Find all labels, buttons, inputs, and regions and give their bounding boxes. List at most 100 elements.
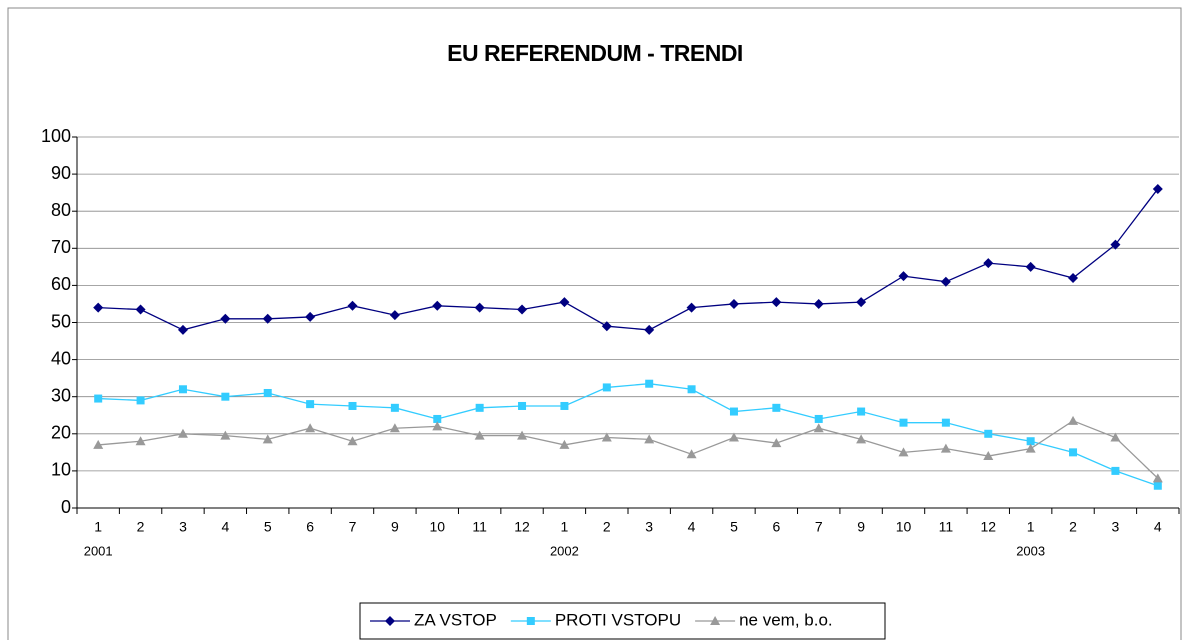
y-tick-label: 10 xyxy=(51,460,71,480)
data-point xyxy=(772,403,781,412)
data-point xyxy=(432,300,443,311)
x-tick-label: 2 xyxy=(603,519,611,535)
x-tick-label: 1 xyxy=(561,519,569,535)
data-point xyxy=(601,432,612,442)
data-point xyxy=(728,298,739,309)
data-point xyxy=(135,436,146,446)
y-tick-label: 80 xyxy=(51,200,71,220)
data-point xyxy=(899,418,908,427)
series-line xyxy=(98,383,1159,487)
legend-marker xyxy=(710,616,721,625)
data-point xyxy=(771,297,782,308)
x-group-label: 2003 xyxy=(1016,543,1045,558)
data-point xyxy=(983,451,994,461)
data-point xyxy=(433,414,442,423)
y-tick-label: 70 xyxy=(51,237,71,257)
data-point xyxy=(813,423,824,433)
x-tick-label: 4 xyxy=(1154,519,1162,535)
data-point xyxy=(305,311,316,322)
data-point xyxy=(984,429,993,438)
x-tick-label: 4 xyxy=(221,519,229,535)
data-point xyxy=(347,436,358,446)
x-tick-label: 2 xyxy=(137,519,145,535)
x-tick-label: 10 xyxy=(896,519,912,535)
data-point xyxy=(1152,183,1163,194)
data-point xyxy=(644,434,655,444)
data-point xyxy=(262,434,273,444)
data-point xyxy=(771,438,782,448)
legend-label: ZA VSTOP xyxy=(414,610,497,629)
x-tick-label: 6 xyxy=(306,519,314,535)
x-tick-label: 7 xyxy=(349,519,357,535)
data-point xyxy=(1110,432,1121,442)
data-point xyxy=(389,310,400,321)
data-point xyxy=(221,392,230,401)
data-point xyxy=(898,271,909,282)
data-point xyxy=(93,439,104,449)
data-point xyxy=(898,447,909,457)
data-point xyxy=(262,313,273,324)
legend-label: ne vem, b.o. xyxy=(739,610,833,629)
x-tick-label: 5 xyxy=(264,519,272,535)
data-point xyxy=(474,430,485,440)
series-line xyxy=(98,420,1159,479)
data-point xyxy=(1025,261,1036,272)
data-point xyxy=(94,394,103,403)
data-point xyxy=(729,407,738,416)
x-tick-label: 3 xyxy=(179,519,187,535)
x-tick-label: 7 xyxy=(815,519,823,535)
data-point xyxy=(177,324,188,335)
y-tick-label: 60 xyxy=(51,274,71,294)
chart-title: EU REFERENDUM - TRENDI xyxy=(447,40,743,66)
y-tick-label: 100 xyxy=(41,126,71,146)
data-point xyxy=(263,388,272,397)
data-point xyxy=(518,401,527,410)
data-point xyxy=(177,428,188,438)
data-point xyxy=(1152,473,1163,483)
data-point xyxy=(1068,272,1079,283)
y-tick-label: 0 xyxy=(61,497,71,517)
x-tick-label: 9 xyxy=(857,519,865,535)
data-point xyxy=(857,407,866,416)
x-tick-label: 1 xyxy=(94,519,102,535)
x-tick-label: 9 xyxy=(391,519,399,535)
x-tick-label: 1 xyxy=(1027,519,1035,535)
data-point xyxy=(686,302,697,313)
data-point xyxy=(93,302,104,313)
data-point xyxy=(560,401,569,410)
x-tick-label: 6 xyxy=(772,519,780,535)
series-line xyxy=(98,188,1159,331)
data-point xyxy=(135,304,146,315)
data-point xyxy=(686,449,697,459)
data-point xyxy=(1068,415,1079,425)
data-point xyxy=(602,383,611,392)
x-tick-label: 4 xyxy=(688,519,696,535)
legend-label: PROTI VSTOPU xyxy=(555,610,681,629)
data-point xyxy=(136,396,145,405)
x-tick-label: 3 xyxy=(1112,519,1120,535)
x-group-label: 2001 xyxy=(84,543,113,558)
data-point xyxy=(517,430,528,440)
data-point xyxy=(475,403,484,412)
data-point xyxy=(1153,481,1162,490)
data-point xyxy=(813,298,824,309)
data-point xyxy=(517,304,528,315)
data-point xyxy=(306,400,315,409)
x-tick-label: 3 xyxy=(645,519,653,535)
data-point xyxy=(687,385,696,394)
data-point xyxy=(559,439,570,449)
data-point xyxy=(1025,443,1036,453)
chart-frame xyxy=(7,7,1182,640)
data-point xyxy=(305,423,316,433)
data-point xyxy=(856,297,867,308)
data-point xyxy=(1026,437,1035,446)
x-tick-label: 12 xyxy=(980,519,996,535)
data-point xyxy=(178,385,187,394)
data-point xyxy=(1111,466,1120,475)
data-point xyxy=(601,321,612,332)
data-point xyxy=(645,379,654,388)
data-point xyxy=(856,434,867,444)
legend-marker xyxy=(385,616,395,626)
x-tick-label: 11 xyxy=(939,519,954,535)
